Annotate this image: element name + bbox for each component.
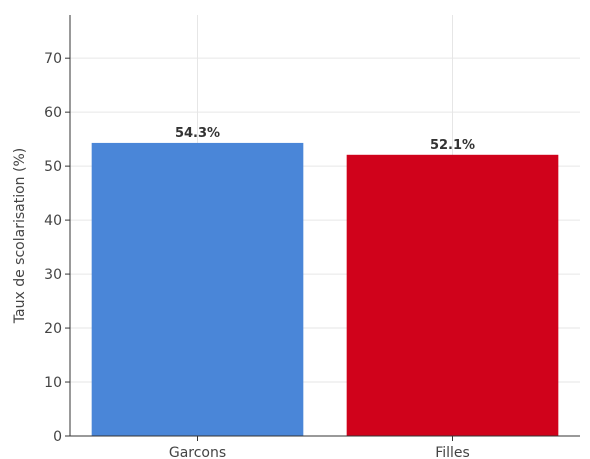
bars (91, 142, 559, 437)
bar-value-label: 54.3% (175, 126, 220, 141)
x-tick-label: Garcons (169, 445, 226, 459)
bar-filles (346, 154, 559, 437)
y-tick-label: 70 (44, 51, 62, 67)
axes: Taux de scolarisation (%) 0 10 20 30 40 50 60 7… (12, 15, 580, 459)
y-tick-label: 50 (44, 159, 62, 175)
bar-garcons (91, 142, 304, 436)
y-tick-label: 40 (44, 213, 62, 229)
data-labels: 54.3% 52.1% (175, 126, 475, 153)
y-tick-label: 60 (44, 105, 62, 121)
y-axis-title: Taux de scolarisation (%) (12, 148, 28, 324)
y-tick-label: 30 (44, 267, 62, 283)
x-tick-label: Filles (435, 445, 470, 459)
y-tick-label: 0 (53, 429, 62, 445)
y-tick-label: 20 (44, 321, 62, 337)
bar-value-label: 52.1% (430, 138, 475, 153)
y-tick-label: 10 (44, 375, 62, 391)
